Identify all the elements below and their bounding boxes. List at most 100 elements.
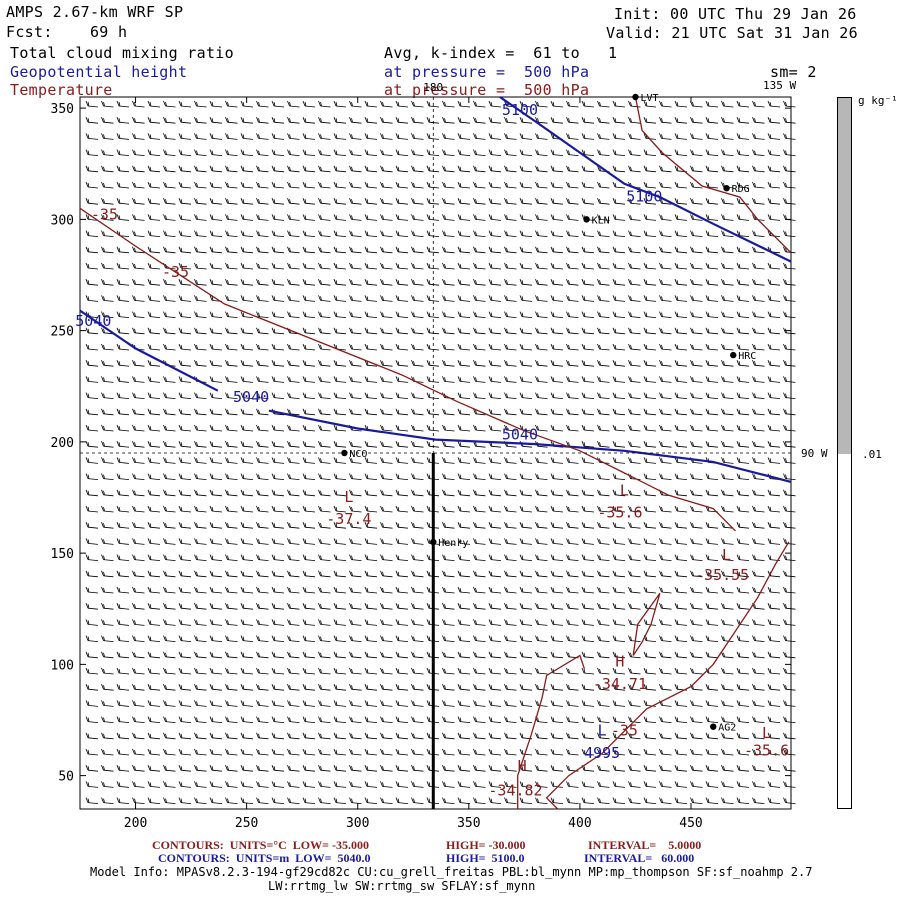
wind-barb [581, 489, 595, 497]
wind-barb [411, 635, 424, 642]
wind-barb [194, 327, 207, 335]
wind-barb [597, 538, 610, 545]
wind-barb [318, 327, 331, 335]
wind-barb [597, 117, 610, 124]
x-tick-label: 300 [346, 816, 369, 831]
wind-barb [752, 165, 765, 173]
wind-barb [566, 311, 579, 318]
wind-barb [116, 100, 130, 108]
wind-barb [643, 635, 657, 642]
wind-barb [380, 360, 393, 367]
wind-barb [101, 716, 114, 723]
wind-barb [380, 781, 393, 788]
wind-barb [364, 392, 378, 399]
wind-barb [163, 797, 176, 804]
wind-barb [225, 343, 238, 351]
wind-barb [643, 489, 657, 497]
wind-barb [85, 684, 99, 691]
wind-barb [287, 133, 300, 140]
station-marker [730, 351, 737, 359]
wind-barb [535, 538, 548, 545]
wind-barb [690, 262, 703, 270]
wind-barb [442, 781, 455, 788]
wind-barb [240, 181, 254, 189]
wind-barb [256, 149, 269, 156]
wind-barb [581, 651, 595, 659]
wind-barb [550, 165, 564, 173]
wind-barb [581, 538, 595, 545]
wind-barb [349, 392, 362, 399]
wind-barb [147, 473, 161, 480]
wind-barb [271, 700, 285, 707]
wind-barb [628, 603, 641, 610]
wind-barbs [85, 100, 796, 804]
temp-contour-north [634, 96, 792, 254]
wind-barb [566, 279, 579, 286]
wind-barb [488, 489, 502, 497]
wind-barb [333, 635, 347, 642]
wind-barb [380, 214, 393, 221]
wind-barb [581, 262, 595, 270]
wind-barb [612, 295, 626, 302]
wind-barb [132, 165, 145, 173]
wind-barb [628, 700, 641, 707]
wind-barb [457, 117, 471, 124]
wind-barb [488, 716, 502, 723]
wind-barb [411, 522, 424, 529]
wind-barb [752, 619, 765, 626]
wind-barb [225, 603, 238, 610]
wind-barb [225, 165, 238, 173]
wind-barb [302, 781, 316, 788]
wind-barb [240, 327, 254, 335]
temp-label: H [518, 757, 527, 775]
wind-barb [504, 360, 517, 367]
field-cloud-label: Total cloud mixing ratio [10, 44, 234, 62]
wind-barb [488, 473, 502, 480]
wind-barb [302, 295, 316, 302]
wind-barb [767, 133, 781, 140]
wind-barb [256, 522, 269, 529]
wind-barb [178, 522, 192, 529]
wind-barb [395, 619, 409, 626]
wind-barb [333, 149, 347, 156]
wind-barb [163, 716, 176, 723]
wind-barb [209, 732, 223, 740]
wind-barb [426, 149, 440, 156]
wind-barb [674, 408, 688, 416]
wind-barb [752, 392, 765, 399]
wind-barb [457, 586, 471, 594]
wind-barb [101, 181, 114, 189]
wind-barb [488, 797, 502, 804]
temp-label: -35 [162, 263, 189, 281]
temp-contour-southeast [545, 541, 790, 810]
wind-barb [116, 570, 130, 578]
wind-barb [364, 181, 378, 189]
wind-barb [395, 408, 409, 416]
wind-barb [209, 586, 223, 594]
wind-barb [380, 538, 393, 545]
wind-barb [147, 554, 161, 561]
wind-barb [85, 570, 99, 578]
wind-barb [256, 408, 269, 416]
wind-barb [457, 327, 471, 335]
wind-barb [674, 781, 688, 788]
wind-barb [287, 149, 300, 156]
wind-barb [721, 570, 734, 578]
wind-barb [535, 360, 548, 367]
wind-barb [736, 570, 750, 578]
wind-barb [767, 603, 781, 610]
wind-barb [783, 667, 796, 675]
wind-barb [411, 279, 424, 286]
wind-barb [411, 603, 424, 610]
wind-barb [643, 424, 657, 432]
wind-barb [643, 457, 657, 464]
wind-barb [488, 408, 502, 416]
wind-barb [519, 619, 533, 626]
wind-barb [550, 700, 564, 707]
wind-barb [101, 748, 114, 756]
wind-barb [473, 538, 486, 545]
wind-barb [426, 441, 440, 448]
wind-barb [116, 311, 130, 318]
wind-barb [457, 295, 471, 302]
